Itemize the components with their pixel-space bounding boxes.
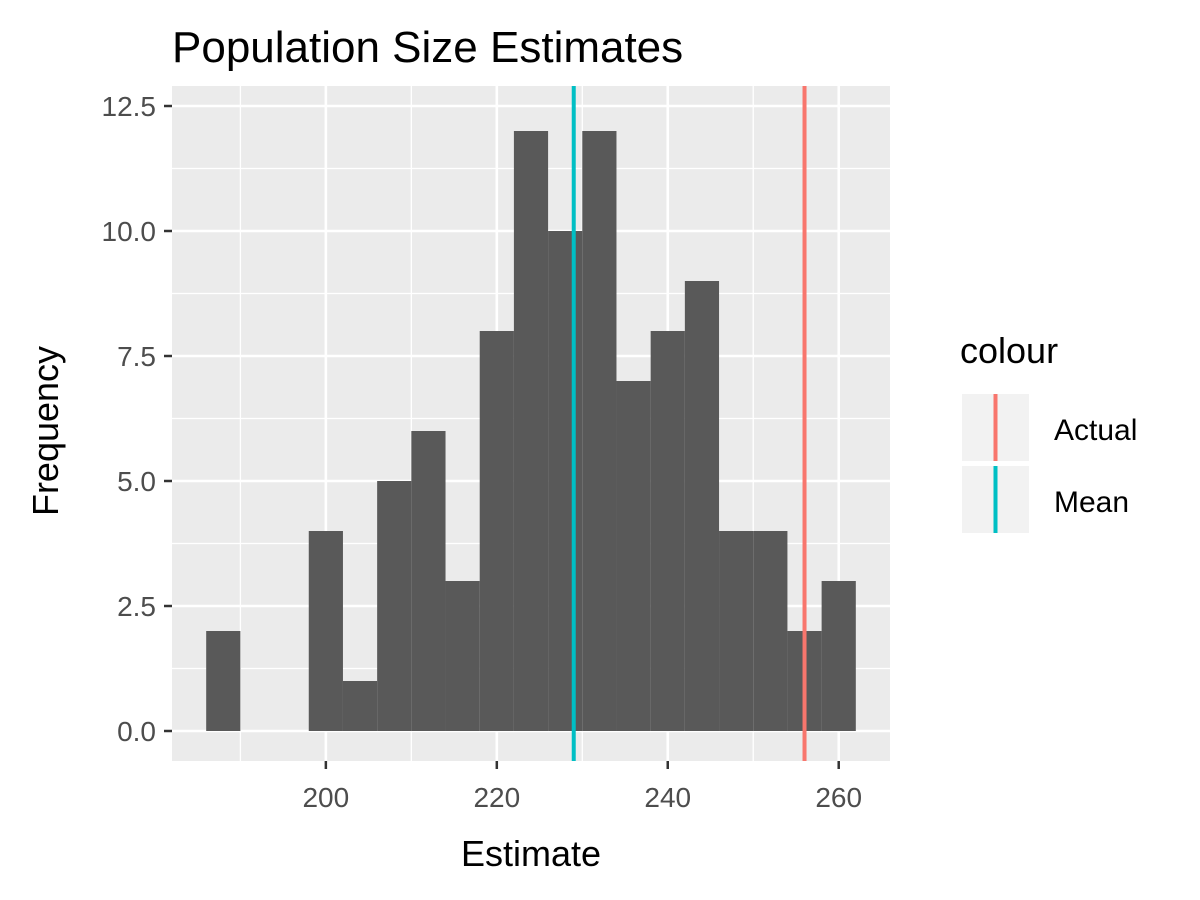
y-tick-label: 0.0 [117,716,156,747]
legend-label-actual: Actual [1054,414,1137,447]
histogram-bar [411,431,446,731]
legend-label-mean: Mean [1054,486,1129,519]
y-tick-label: 10.0 [102,216,157,247]
y-tick-label: 2.5 [117,591,156,622]
y-tick-label: 12.5 [102,91,157,122]
x-tick-label: 260 [815,782,862,813]
x-tick-label: 220 [473,782,520,813]
histogram-bar [445,581,480,731]
y-axis: 0.0 2.5 5.0 7.5 10.0 12.5 [102,91,172,747]
histogram-bar [377,481,412,731]
histogram-bar [684,281,720,731]
histogram-bar [616,381,651,731]
histogram-bar [206,631,241,731]
histogram-bar [308,531,343,731]
reference-lines [571,86,807,761]
x-tick-label: 200 [302,782,349,813]
histogram-bars [206,131,856,731]
x-axis: 200 220 240 260 [302,761,862,813]
histogram-bar [582,131,617,731]
y-tick-label: 5.0 [117,466,156,497]
histogram-bar [548,231,583,731]
y-axis-title: Frequency [25,346,66,516]
legend-title: colour [960,330,1058,371]
histogram-bar [513,131,549,731]
histogram-bar [342,681,378,731]
histogram-bar [479,331,514,731]
histogram-bar [650,331,685,731]
x-tick-label: 240 [644,782,691,813]
y-tick-label: 7.5 [117,341,156,372]
x-axis-title: Estimate [461,833,601,874]
legend: colour Actual Mean [960,330,1137,533]
histogram-bar [719,531,754,731]
chart-title: Population Size Estimates [172,23,683,72]
histogram-bar [821,581,856,731]
histogram-bar [753,531,788,731]
